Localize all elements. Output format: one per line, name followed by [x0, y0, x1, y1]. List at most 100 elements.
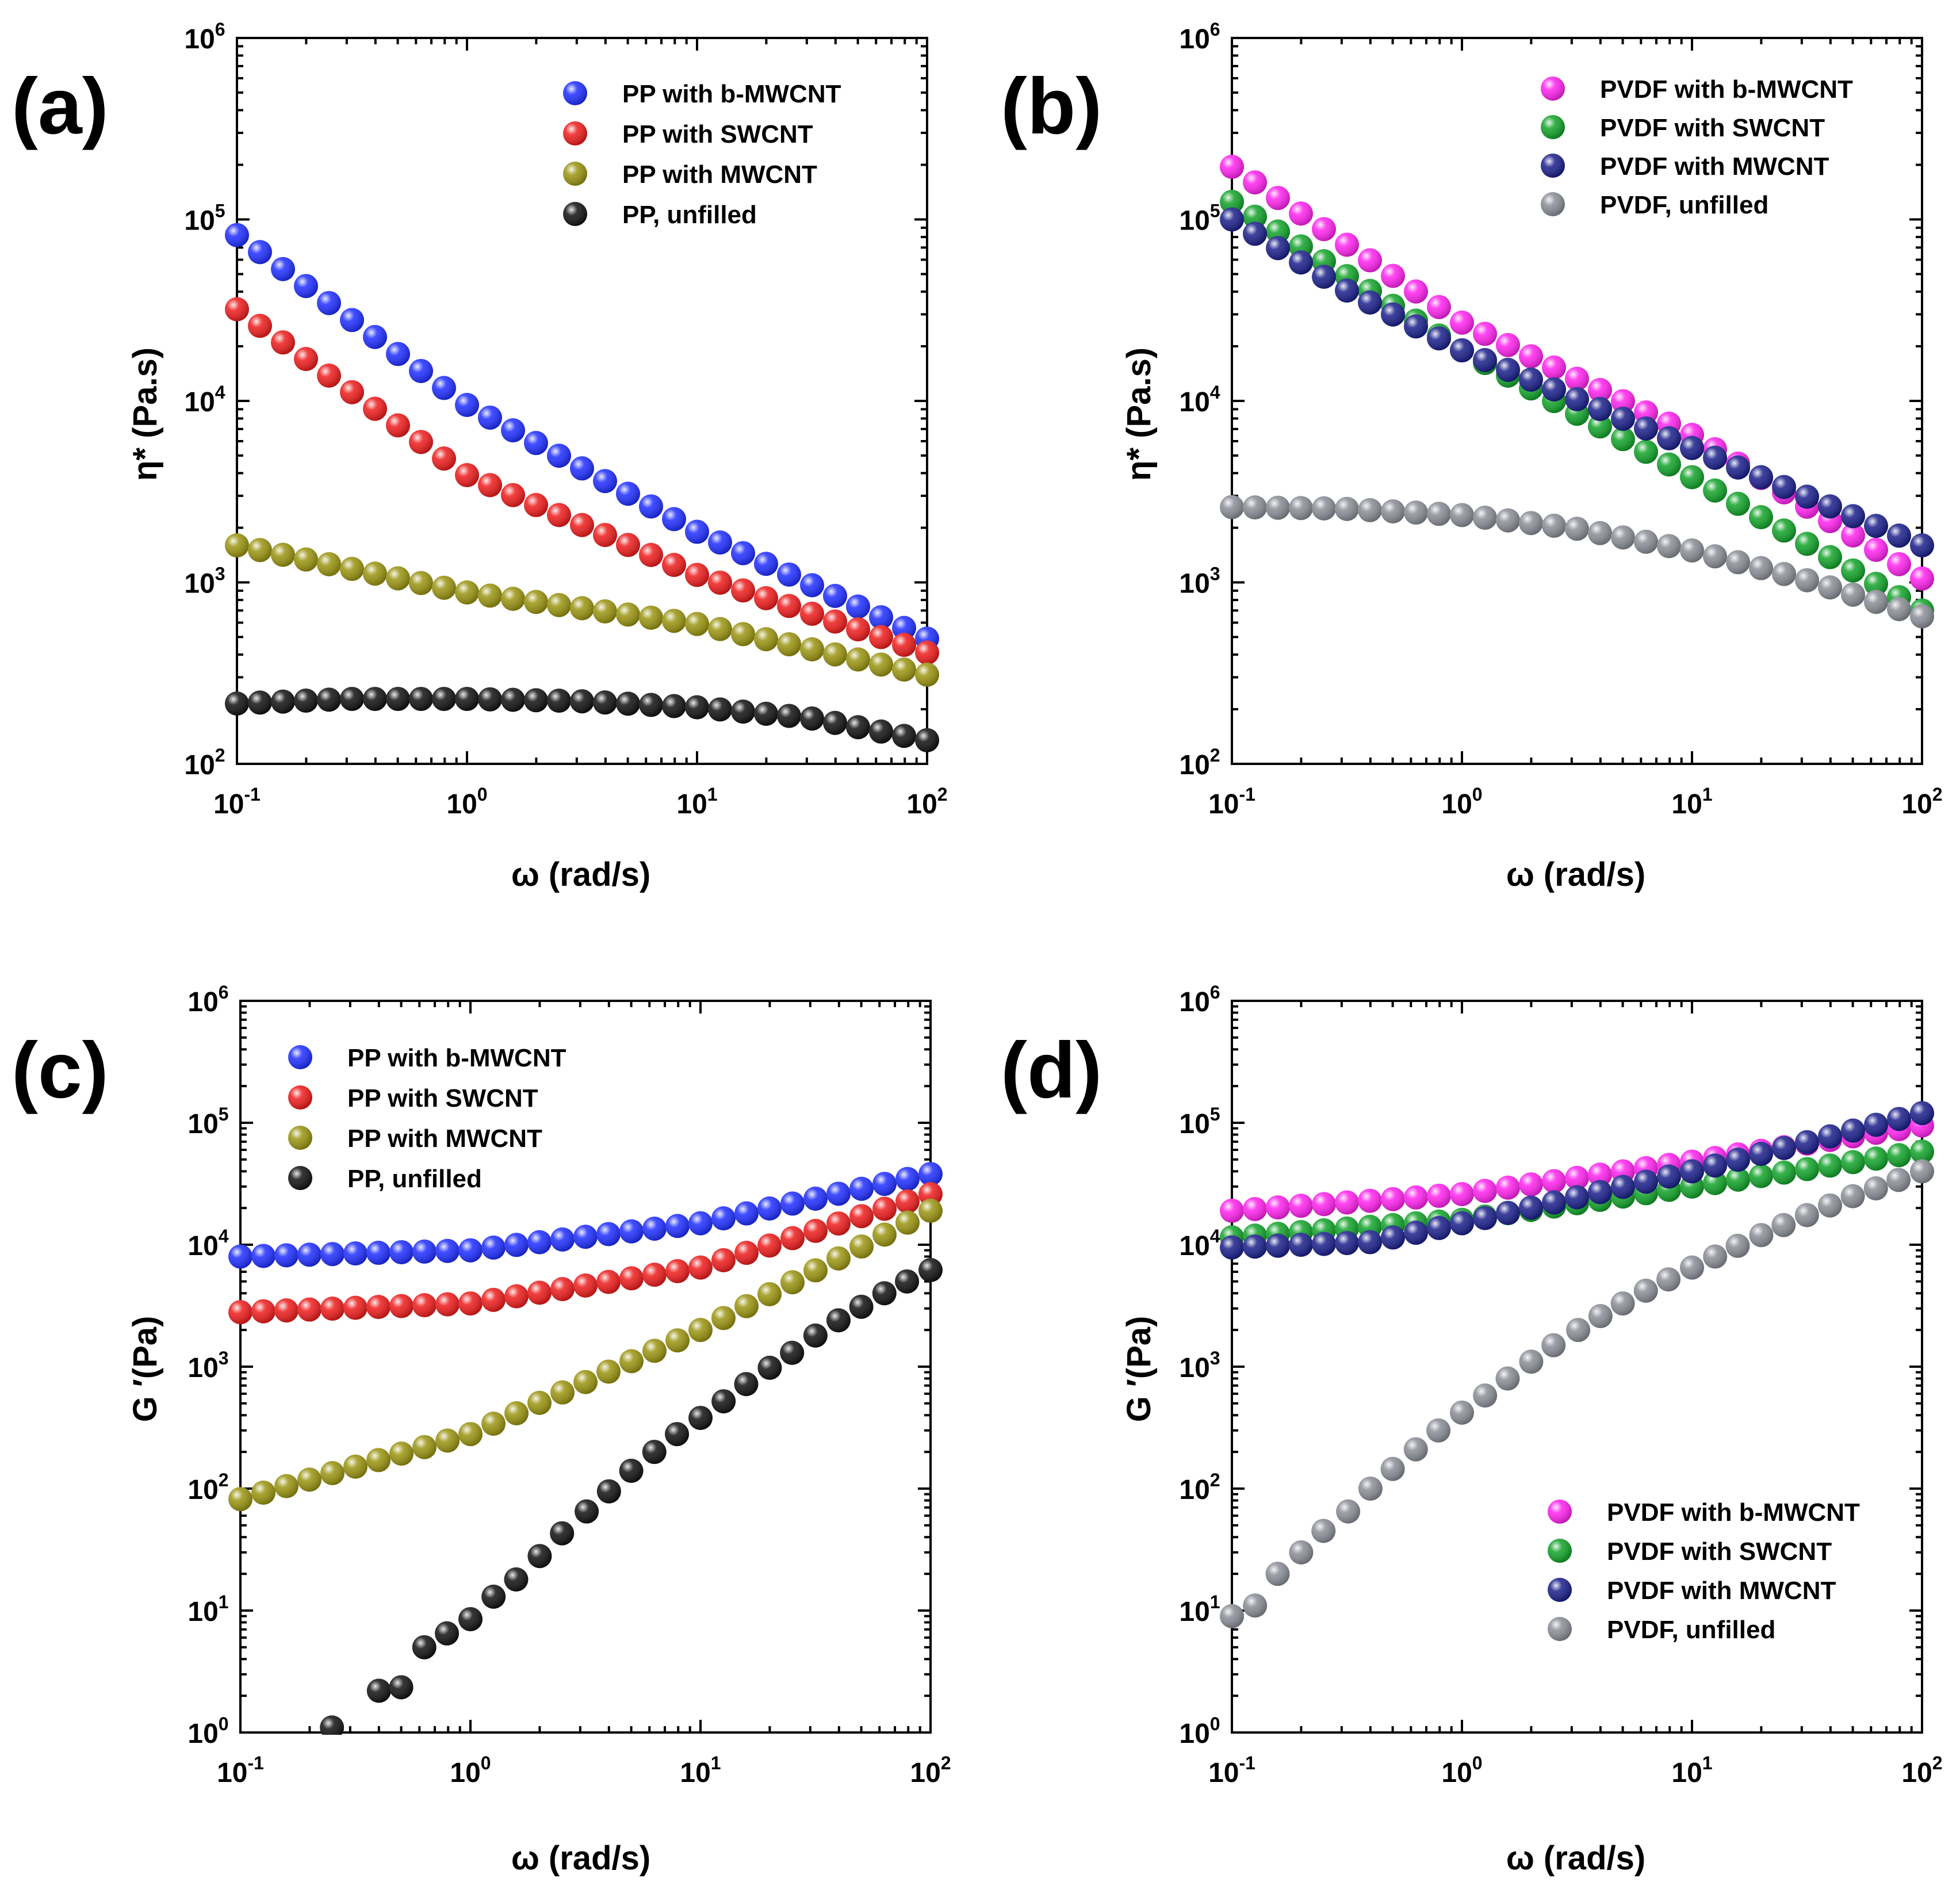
panel-d: (d) 10-1 100 101 102 100 101 102 103 104 105 106 PV…: [1001, 982, 1943, 1877]
data-point: [573, 1370, 598, 1394]
x-tick-label: 100: [450, 1753, 491, 1788]
data-point: [1910, 1159, 1934, 1184]
data-point: [754, 701, 778, 726]
data-point: [317, 363, 341, 388]
data-point: [777, 562, 801, 587]
legend-item: PVDF with b-MWCNT: [1548, 1498, 1860, 1527]
data-point: [1404, 314, 1428, 339]
data-point: [274, 1243, 298, 1268]
data-point: [386, 413, 410, 438]
data-point: [895, 1189, 920, 1214]
series-2: [1220, 207, 1934, 558]
data-point: [1473, 348, 1497, 373]
data-point: [593, 599, 617, 624]
data-point: [1266, 186, 1290, 211]
data-point: [895, 1210, 920, 1235]
legend-label: PVDF with MWCNT: [1607, 1577, 1836, 1605]
data-point: [458, 1291, 483, 1316]
data-point: [757, 1282, 782, 1306]
data-point: [297, 1242, 321, 1267]
data-point: [435, 1621, 460, 1646]
data-point: [1427, 1183, 1451, 1208]
data-point: [389, 1441, 414, 1466]
data-point: [1427, 295, 1451, 319]
data-point: [458, 1607, 483, 1631]
legend-marker: [563, 81, 587, 105]
data-point: [1243, 495, 1267, 520]
data-point: [1611, 525, 1635, 550]
legend-item: PVDF with b-MWCNT: [1541, 75, 1853, 104]
data-point: [1864, 537, 1888, 562]
data-point: [550, 1521, 575, 1546]
data-point: [409, 430, 433, 454]
data-point: [389, 1675, 414, 1700]
panel-a-data: [225, 223, 939, 752]
data-point: [642, 1263, 667, 1287]
data-point: [294, 689, 318, 713]
data-point: [708, 530, 732, 555]
data-point: [1588, 1304, 1613, 1329]
data-point: [1542, 377, 1566, 401]
data-point: [1473, 1383, 1498, 1408]
data-point: [1427, 326, 1451, 351]
data-point: [918, 1198, 943, 1223]
data-point: [734, 1201, 759, 1226]
data-point: [1726, 1148, 1750, 1172]
data-point: [1358, 1477, 1383, 1501]
y-tick-label: 104: [187, 1226, 228, 1261]
data-point: [872, 1172, 897, 1196]
legend-item: PVDF, unfilled: [1541, 191, 1768, 219]
data-point: [849, 1204, 874, 1229]
data-point: [1703, 1153, 1727, 1178]
data-point: [1657, 1164, 1681, 1189]
data-point: [1519, 368, 1543, 392]
data-point: [366, 1448, 391, 1473]
data-point: [1220, 207, 1244, 232]
data-point: [1565, 1185, 1589, 1210]
data-point: [1588, 1162, 1612, 1187]
legend-label: PP with MWCNT: [347, 1125, 542, 1153]
data-point: [1243, 1234, 1267, 1259]
legend-label: PVDF with b-MWCNT: [1600, 75, 1853, 104]
legend-item: PP, unfilled: [563, 201, 757, 229]
data-point: [1795, 531, 1819, 556]
data-point: [1404, 1185, 1428, 1210]
data-point: [1312, 217, 1336, 242]
legend-marker: [288, 1085, 312, 1110]
data-point: [1749, 465, 1773, 489]
data-point: [1312, 1192, 1336, 1217]
data-point: [593, 469, 617, 494]
data-point: [1588, 414, 1612, 439]
data-point: [366, 1295, 391, 1320]
y-tick-label: 105: [187, 1104, 228, 1139]
x-tick-label: 102: [910, 1753, 951, 1788]
data-point: [271, 257, 295, 281]
legend-marker: [1548, 1539, 1572, 1563]
data-point: [708, 570, 732, 595]
data-point: [225, 297, 249, 322]
data-point: [1864, 590, 1888, 614]
data-point: [366, 1241, 391, 1265]
data-point: [823, 583, 847, 608]
data-point: [409, 687, 433, 712]
data-point: [662, 507, 686, 531]
y-tick-label: 102: [184, 745, 225, 781]
x-tick-label: 100: [446, 784, 487, 820]
data-point: [340, 308, 364, 332]
data-point: [1841, 582, 1865, 607]
data-point: [455, 463, 479, 488]
legend-marker: [1541, 192, 1565, 216]
data-point: [1703, 445, 1727, 470]
data-point: [685, 611, 709, 636]
data-point: [228, 1487, 252, 1512]
data-point: [1243, 1593, 1268, 1618]
data-point: [1610, 1291, 1635, 1316]
data-point: [1680, 538, 1704, 563]
x-tick-label: 100: [1441, 1753, 1482, 1788]
x-tick-label: 102: [1901, 784, 1942, 820]
data-point: [504, 1233, 529, 1257]
legend-label: PP with SWCNT: [622, 120, 813, 148]
panel-b-y-axis-title: η* (Pa.s): [1120, 347, 1158, 481]
data-point: [481, 1235, 506, 1260]
legend-item: PP, unfilled: [288, 1165, 482, 1193]
